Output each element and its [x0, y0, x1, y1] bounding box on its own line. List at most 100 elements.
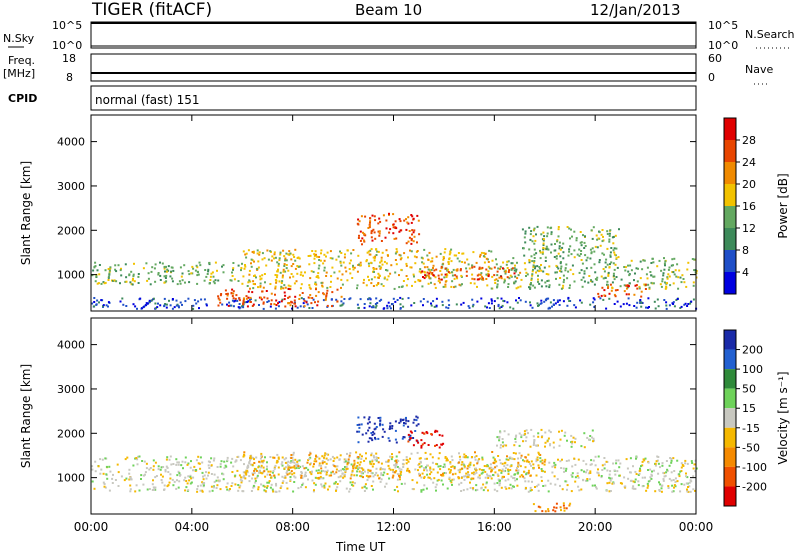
- heatmap-cell: [452, 268, 455, 271]
- heatmap-cell: [625, 458, 628, 461]
- heatmap-cell: [259, 275, 262, 278]
- heatmap-cell: [232, 297, 235, 300]
- heatmap-cell: [207, 471, 210, 474]
- heatmap-cell: [189, 476, 192, 478]
- heatmap-cell: [179, 266, 182, 269]
- x-tick-label: 08:00: [275, 520, 310, 534]
- heatmap-cell: [177, 305, 180, 308]
- heatmap-cell: [607, 273, 610, 276]
- heatmap-cell: [170, 266, 173, 269]
- heatmap-cell: [495, 460, 498, 463]
- heatmap-cell: [431, 260, 434, 263]
- heatmap-cell: [532, 435, 535, 438]
- heatmap-cell: [528, 286, 530, 289]
- heatmap-cell: [389, 272, 392, 275]
- heatmap-cell: [229, 488, 231, 490]
- heatmap-cell: [611, 281, 614, 284]
- heatmap-cell: [508, 487, 511, 490]
- heatmap-cell: [610, 477, 613, 480]
- heatmap-cell: [342, 261, 345, 264]
- heatmap-cell: [259, 461, 262, 464]
- heatmap-cell: [478, 458, 481, 461]
- heatmap-cell: [635, 457, 637, 460]
- heatmap-cell: [377, 230, 380, 233]
- heatmap-cell: [609, 255, 612, 258]
- heatmap-cell: [263, 470, 266, 473]
- heatmap-cell: [189, 482, 192, 485]
- heatmap-cell: [481, 471, 484, 474]
- heatmap-cell: [523, 236, 526, 239]
- heatmap-cell: [599, 244, 602, 247]
- heatmap-cell: [245, 256, 248, 259]
- heatmap-cell: [430, 302, 432, 305]
- heatmap-cell: [413, 235, 416, 238]
- heatmap-cell: [490, 250, 493, 253]
- heatmap-cell: [410, 237, 413, 240]
- heatmap-cell: [558, 283, 561, 286]
- heatmap-cell: [612, 462, 615, 465]
- heatmap-cell: [446, 487, 449, 490]
- heatmap-cell: [423, 432, 426, 435]
- heatmap-cell: [466, 456, 469, 459]
- heatmap-cell: [190, 481, 193, 484]
- heatmap-cell: [370, 452, 373, 455]
- heatmap-cell: [442, 442, 445, 445]
- heatmap-cell: [559, 277, 562, 279]
- heatmap-cell: [527, 480, 530, 483]
- heatmap-cell: [258, 471, 261, 474]
- heatmap-cell: [288, 250, 291, 253]
- heatmap-cell: [412, 231, 415, 234]
- heatmap-cell: [451, 274, 454, 277]
- heatmap-cell: [376, 458, 378, 461]
- heatmap-cell: [296, 460, 299, 463]
- heatmap-cell: [306, 303, 309, 306]
- heatmap-cell: [671, 484, 674, 487]
- heatmap-cell: [266, 481, 269, 484]
- heatmap-cell: [692, 475, 695, 478]
- heatmap-cell: [211, 489, 214, 492]
- heatmap-cell: [504, 479, 507, 482]
- heatmap-cell: [369, 221, 371, 224]
- heatmap-cell: [385, 227, 388, 230]
- heatmap-cell: [547, 279, 550, 282]
- heatmap-cell: [180, 275, 183, 278]
- heatmap-cell: [565, 507, 568, 510]
- heatmap-cell: [421, 270, 424, 273]
- heatmap-cell: [363, 416, 366, 419]
- heatmap-cell: [249, 296, 252, 299]
- heatmap-cell: [401, 419, 404, 422]
- heatmap-cell: [289, 288, 292, 291]
- heatmap-cell: [330, 471, 333, 474]
- heatmap-cell: [281, 461, 284, 464]
- heatmap-cell: [336, 300, 339, 303]
- heatmap-cell: [600, 294, 603, 297]
- heatmap-cell: [362, 468, 365, 471]
- heatmap-cell: [358, 463, 361, 466]
- heatmap-cell: [465, 455, 467, 457]
- heatmap-cell: [226, 292, 229, 295]
- heatmap-band: [356, 212, 421, 246]
- heatmap-cell: [474, 467, 477, 470]
- colorbar-segment: [724, 388, 736, 409]
- y-tick-label: 2000: [57, 427, 85, 440]
- heatmap-cell: [603, 463, 606, 466]
- heatmap-cell: [128, 478, 131, 481]
- heatmap-cell: [401, 462, 404, 465]
- heatmap-cell: [565, 467, 568, 470]
- heatmap-cell: [399, 296, 402, 299]
- heatmap-cell: [314, 283, 317, 285]
- heatmap-cell: [448, 253, 451, 256]
- heatmap-cell: [595, 486, 597, 489]
- heatmap-cell: [582, 459, 585, 462]
- heatmap-cell: [292, 453, 295, 456]
- heatmap-cell: [368, 426, 371, 429]
- heatmap-cell: [609, 477, 612, 480]
- heatmap-cell: [361, 237, 364, 240]
- heatmap-cell: [467, 471, 470, 474]
- heatmap-cell: [301, 292, 304, 294]
- heatmap-cell: [411, 215, 414, 218]
- heatmap-cell: [466, 467, 469, 470]
- heatmap-cell: [486, 284, 489, 287]
- heatmap-cell: [305, 466, 308, 469]
